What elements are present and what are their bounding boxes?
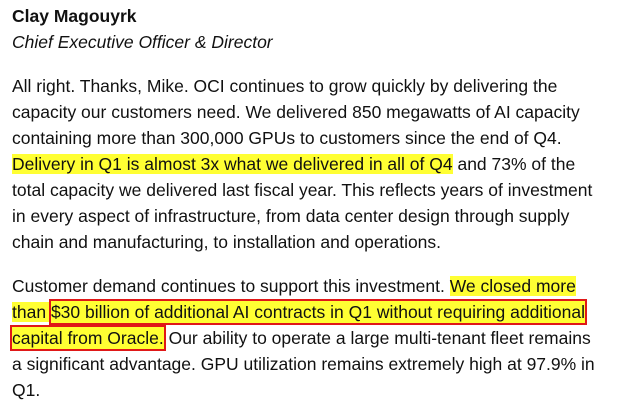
text-line: than $30 billion of additional AI contra…: [12, 299, 635, 325]
text: Our ability to operate a large multi-ten…: [163, 328, 591, 348]
text-line: Delivery in Q1 is almost 3x what we deli…: [12, 151, 635, 177]
text-line: Customer demand continues to support thi…: [12, 273, 635, 299]
text-line: All right. Thanks, Mike. OCI continues t…: [12, 73, 635, 99]
text-line: capital from Oracle. Our ability to oper…: [10, 325, 635, 351]
document: Clay Magouyrk Chief Executive Officer & …: [10, 3, 635, 403]
boxed-text: $30 billion of additional AI contracts i…: [48, 299, 588, 325]
text: a significant advantage. GPU utilization…: [12, 354, 595, 374]
text: and 73% of the: [452, 154, 576, 174]
text: Customer demand continues to support thi…: [12, 276, 450, 296]
highlight-text: Delivery in Q1 is almost 3x what we deli…: [12, 154, 453, 174]
highlight-text: than: [12, 302, 51, 322]
text-line: chain and manufacturing, to installation…: [12, 229, 635, 255]
text-line: a significant advantage. GPU utilization…: [12, 351, 635, 377]
speaker-title: Chief Executive Officer & Director: [12, 32, 273, 52]
highlight-text: We closed more: [449, 276, 576, 296]
paragraph: Customer demand continues to support thi…: [10, 273, 635, 403]
text: containing more than 300,000 GPUs to cus…: [12, 128, 562, 148]
text-line: capacity our customers need. We delivere…: [12, 99, 635, 125]
paragraph: All right. Thanks, Mike. OCI continues t…: [12, 73, 635, 255]
text-line: in every aspect of infrastructure, from …: [12, 203, 635, 229]
text: total capacity we delivered last fiscal …: [12, 180, 593, 200]
text: All right. Thanks, Mike. OCI continues t…: [12, 76, 558, 96]
text-line: total capacity we delivered last fiscal …: [12, 177, 635, 203]
transcript: All right. Thanks, Mike. OCI continues t…: [10, 73, 635, 403]
boxed-text: capital from Oracle.: [10, 325, 166, 351]
text: capacity our customers need. We delivere…: [12, 102, 580, 122]
speaker-name: Clay Magouyrk: [12, 6, 137, 26]
text: in every aspect of infrastructure, from …: [12, 206, 570, 226]
text-line: Q1.: [12, 377, 635, 403]
text: chain and manufacturing, to installation…: [12, 232, 442, 252]
text-line: containing more than 300,000 GPUs to cus…: [12, 125, 635, 151]
text: Q1.: [12, 380, 41, 400]
